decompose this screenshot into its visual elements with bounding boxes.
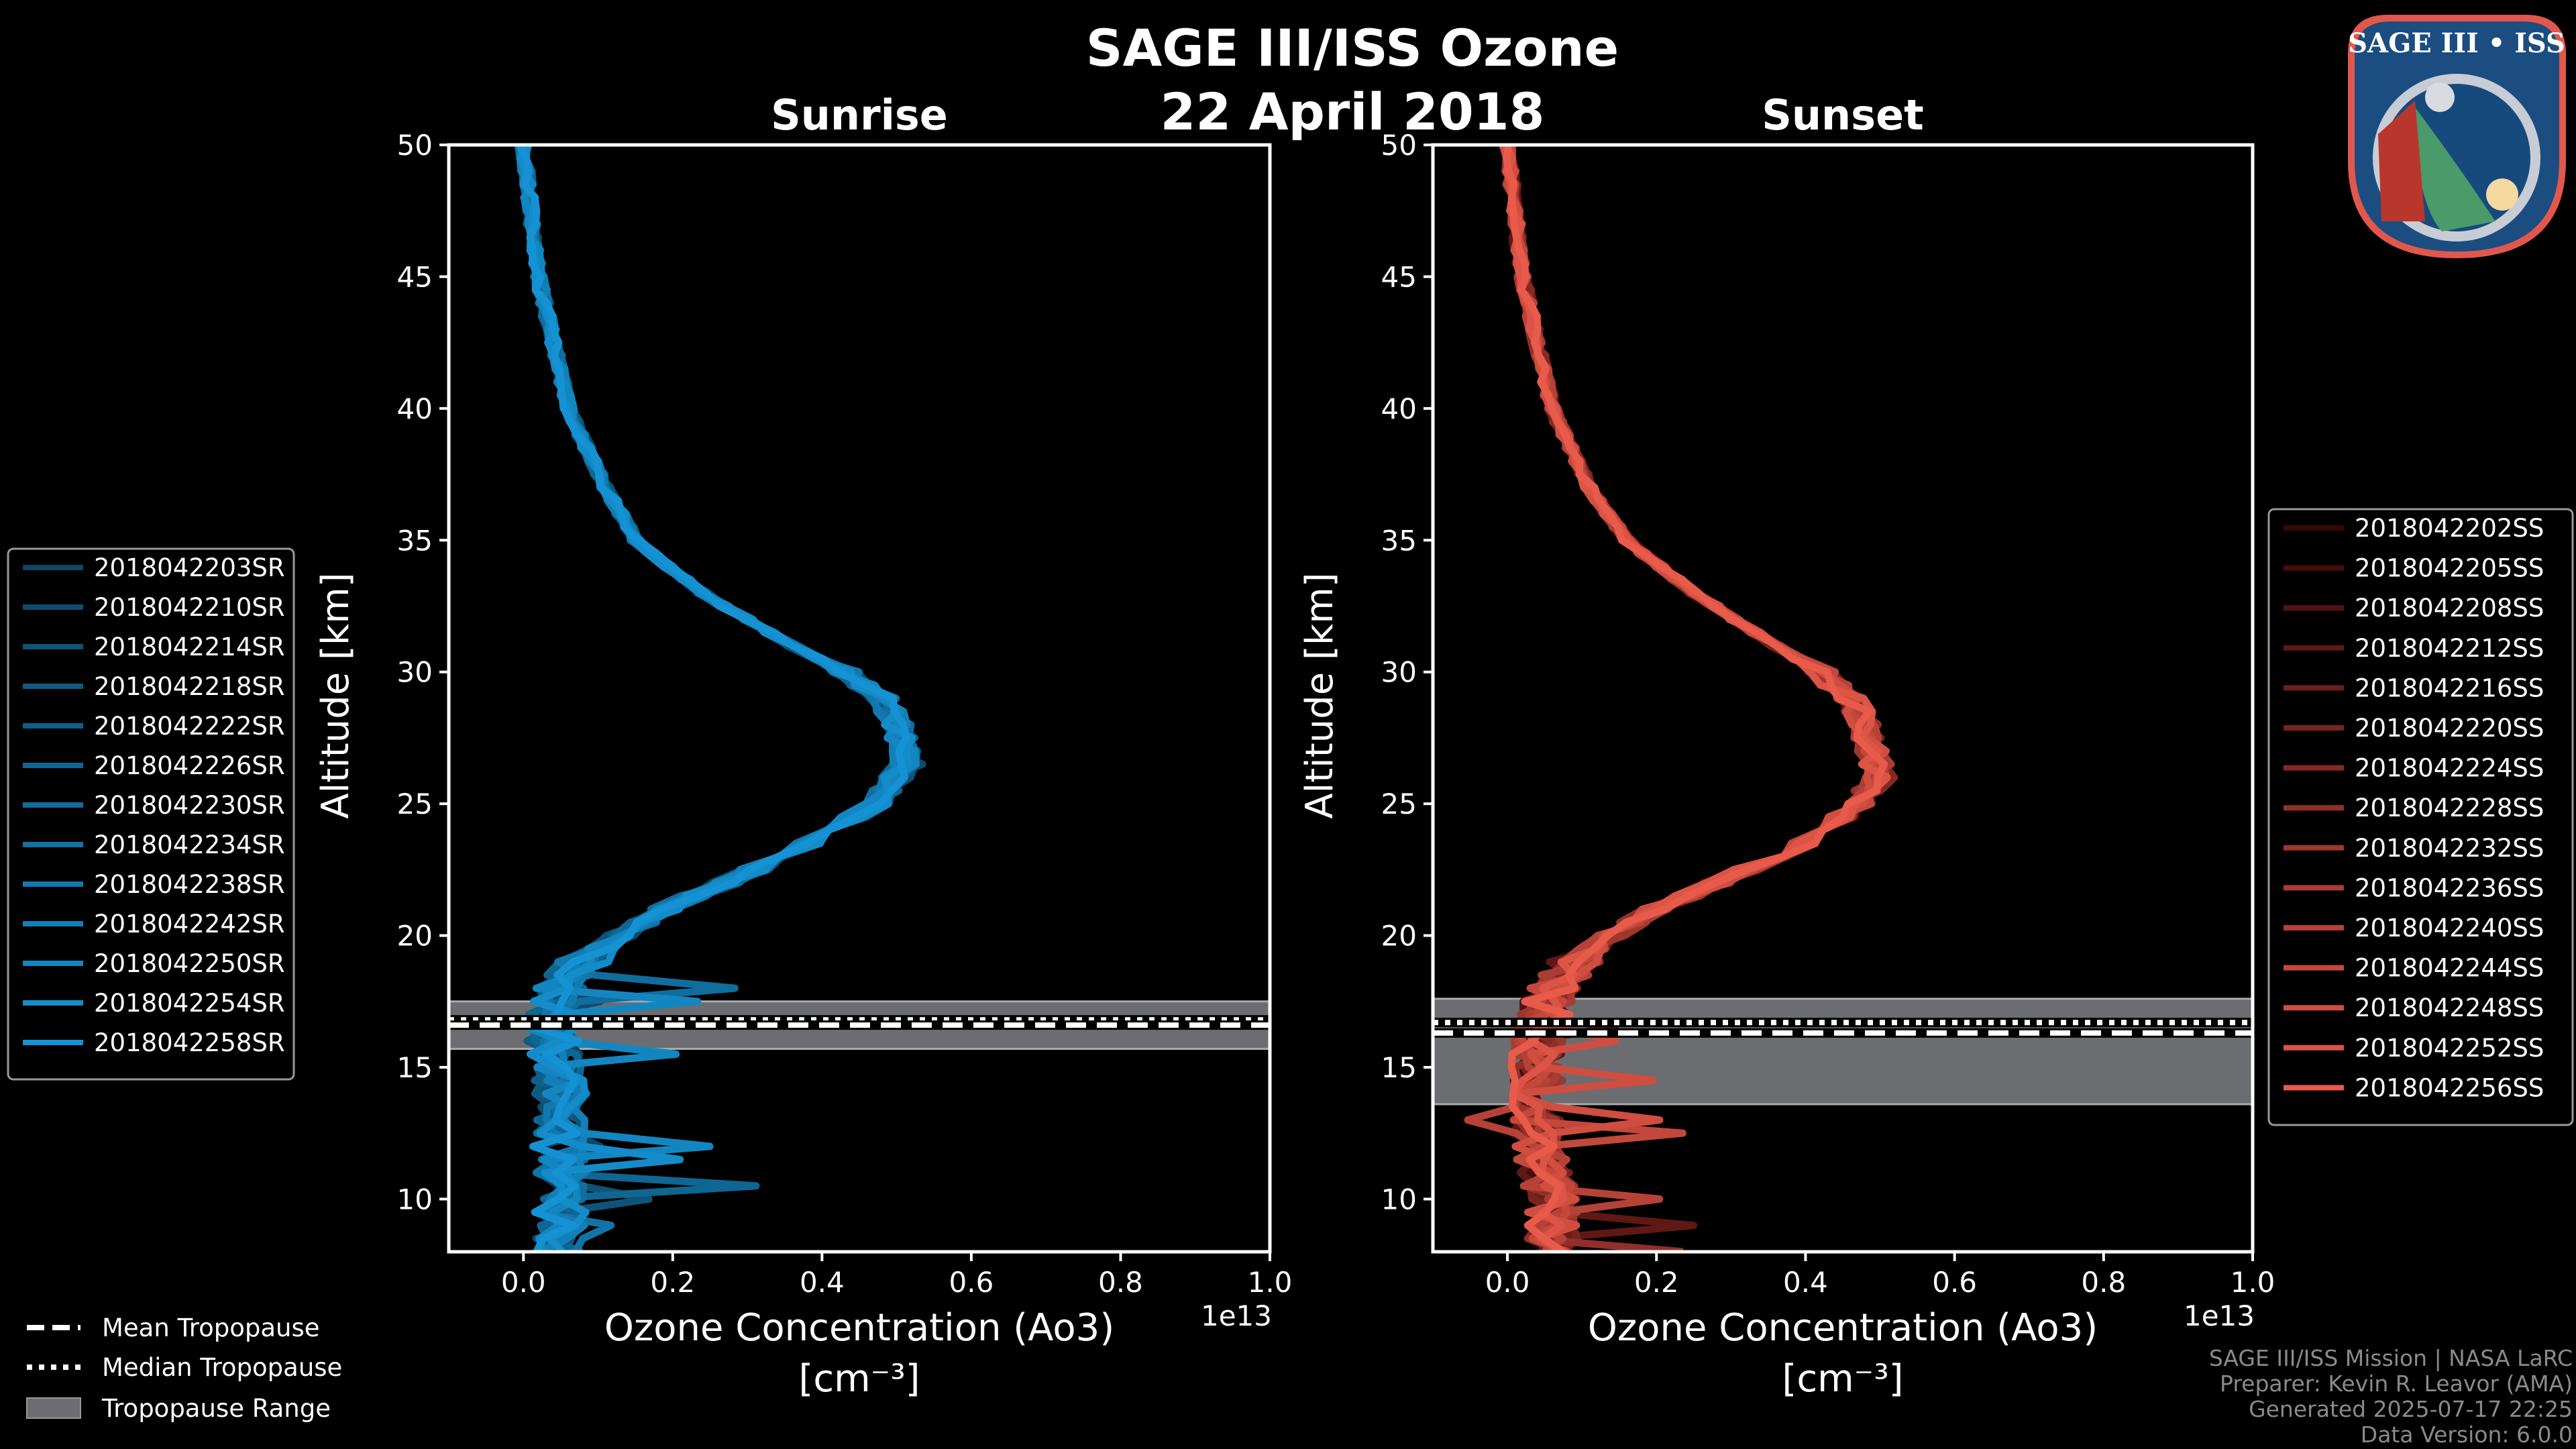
legend-label: 2018042205SS — [2355, 554, 2544, 583]
sunset-panel: Sunset 0.0 0.2 0.4 0.6 0.8 1.0 10 15 20 25 30 35 40 45… — [1298, 91, 2574, 1401]
x-tick-label: 0.4 — [1783, 1266, 1828, 1299]
y-tick-label: 45 — [1381, 260, 1417, 293]
axes-frame — [447, 143, 1272, 1254]
legend-label: 2018042216SS — [2355, 674, 2544, 702]
footer-mission: SAGE III/ISS Mission | NASA LaRC — [2209, 1345, 2573, 1371]
legend-label: 2018042220SS — [2355, 714, 2544, 743]
x-tick-label: 0.8 — [1098, 1266, 1143, 1299]
footer-data-version: Data Version: 6.0.0 — [2361, 1421, 2573, 1448]
profile-line-2018042258SR — [516, 145, 910, 1252]
legend-label: 2018042258SR — [94, 1028, 285, 1057]
y-tick-label: 10 — [397, 1183, 433, 1216]
sage-iii-iss-logo: SAGE III • ISS — [2348, 15, 2566, 258]
legend-label: 2018042256SS — [2355, 1073, 2544, 1102]
x-axis-unit: [cm⁻³] — [1782, 1357, 1903, 1401]
legend-label: 2018042232SS — [2355, 834, 2544, 863]
legend-label: 2018042203SR — [94, 553, 285, 582]
x-tick-label: 0.6 — [949, 1266, 994, 1299]
x-tick-label: 0.0 — [501, 1266, 546, 1299]
sunrise-panel: Sunrise 0.0 0.2 0.4 0.6 0.8 1.0 10 15 20 25 30 35 40 4… — [7, 91, 1293, 1401]
y-axis-label: Altitude [km] — [314, 572, 358, 818]
legend-label: 2018042230SR — [94, 791, 285, 820]
legend-label: 2018042208SS — [2355, 594, 2544, 623]
legend-label: 2018042236SS — [2355, 873, 2544, 902]
panel-title: Sunrise — [771, 91, 948, 140]
legend-label: 2018042226SR — [94, 751, 285, 780]
x-tick-label: 0.2 — [1634, 1266, 1679, 1299]
legend-label: 2018042240SS — [2355, 914, 2544, 943]
y-tick-label: 25 — [1381, 788, 1417, 820]
legend-label: 2018042202SS — [2355, 514, 2544, 543]
x-tick-label: 0.4 — [800, 1266, 845, 1299]
x-tick-label: 0.6 — [1932, 1266, 1977, 1299]
legend-label: 2018042238SR — [94, 870, 285, 899]
x-axis-label: Ozone Concentration (Ao3) — [604, 1306, 1114, 1350]
y-tick-label: 10 — [1381, 1183, 1417, 1216]
legend-label: 2018042254SR — [94, 989, 285, 1018]
mean-tropopause-label: Mean Tropopause — [102, 1313, 320, 1342]
x-scale-label: 1e13 — [2184, 1299, 2255, 1332]
footer-credits: SAGE III/ISS Mission | NASA LaRC Prepare… — [2209, 1345, 2573, 1448]
footer-preparer: Preparer: Kevin R. Leavor (AMA) — [2220, 1371, 2573, 1397]
y-tick-label: 20 — [1381, 920, 1417, 953]
x-axis-label: Ozone Concentration (Ao3) — [1588, 1306, 2098, 1350]
legend-label: 2018042250SR — [94, 949, 285, 978]
legend-label: 2018042242SR — [94, 910, 285, 938]
y-axis-label: Altitude [km] — [1298, 572, 1342, 818]
sunrise-legend: 2018042203SR 2018042210SR 2018042214SR 2018… — [7, 547, 295, 1081]
figure-date: 22 April 2018 — [1160, 82, 1544, 142]
tropopause-legend: Mean Tropopause Median Tropopause Tropop… — [26, 1313, 342, 1423]
panel-title: Sunset — [1762, 91, 1924, 140]
legend-label: 2018042228SS — [2355, 794, 2544, 822]
tropopause-range-label: Tropopause Range — [101, 1394, 331, 1423]
x-axis-unit: [cm⁻³] — [798, 1357, 920, 1401]
y-tick-label: 50 — [1381, 129, 1417, 162]
y-tick-label: 50 — [397, 129, 433, 162]
legend-label: 2018042212SS — [2355, 634, 2544, 663]
y-tick-label: 40 — [397, 392, 433, 425]
footer-generated: Generated 2025-07-17 22:25 — [2249, 1396, 2573, 1422]
axes-frame — [1431, 143, 2255, 1254]
tropopause-range-swatch — [26, 1397, 81, 1419]
legend-label: 2018042222SR — [94, 712, 285, 741]
profile-line-2018042256SS — [1503, 145, 1888, 1252]
x-scale-label: 1e13 — [1201, 1299, 1272, 1332]
y-tick-label: 20 — [397, 920, 433, 953]
y-tick-label: 30 — [1381, 656, 1417, 689]
logo-text: SAGE III • ISS — [2348, 28, 2565, 59]
legend-label: 2018042244SS — [2355, 954, 2544, 983]
y-tick-label: 15 — [397, 1051, 433, 1084]
x-tick-label: 0.0 — [1485, 1266, 1530, 1299]
legend-label: 2018042210SR — [94, 593, 285, 622]
legend-label: 2018042234SR — [94, 830, 285, 859]
y-tick-label: 25 — [397, 788, 433, 820]
legend-label: 2018042252SS — [2355, 1034, 2544, 1063]
x-tick-label: 0.2 — [650, 1266, 695, 1299]
sunset-legend: 2018042202SS 2018042205SS 2018042208SS 2018… — [2267, 508, 2574, 1126]
y-tick-label: 35 — [1381, 524, 1417, 557]
y-tick-label: 30 — [397, 656, 433, 689]
y-tick-label: 40 — [1381, 392, 1417, 425]
y-tick-label: 45 — [397, 260, 433, 293]
median-tropopause-label: Median Tropopause — [102, 1353, 342, 1382]
y-tick-label: 35 — [397, 524, 433, 557]
figure-title: SAGE III/ISS Ozone — [1086, 18, 1619, 78]
profile-line-2018042252SS — [1502, 145, 1891, 1252]
x-tick-label: 1.0 — [1248, 1266, 1293, 1299]
y-tick-label: 15 — [1381, 1051, 1417, 1084]
legend-label: 2018042218SR — [94, 672, 285, 701]
legend-label: 2018042248SS — [2355, 994, 2544, 1022]
legend-label: 2018042224SS — [2355, 754, 2544, 783]
x-tick-label: 0.8 — [2081, 1266, 2126, 1299]
x-tick-label: 1.0 — [2231, 1266, 2275, 1299]
legend-label: 2018042214SR — [94, 633, 285, 661]
